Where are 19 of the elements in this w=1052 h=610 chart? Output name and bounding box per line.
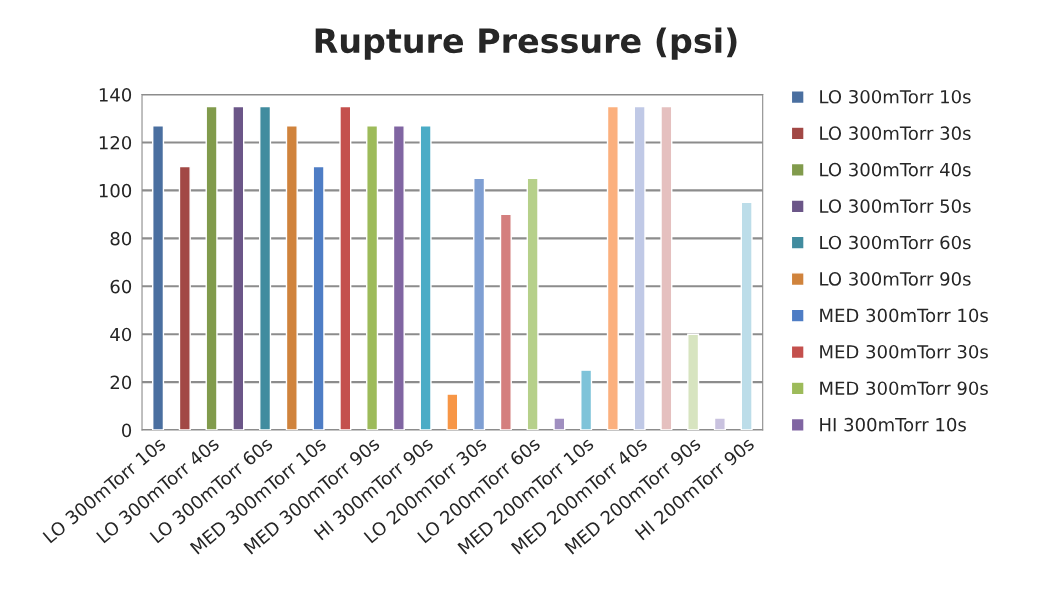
- legend-label: MED 300mTorr 10s: [820, 308, 988, 323]
- y-tick-label: 60: [110, 279, 132, 294]
- legend-label: MED 300mTorr 90s: [820, 381, 988, 396]
- y-tick-label: 100: [99, 183, 132, 198]
- legend-label: LO 300mTorr 30s: [820, 126, 971, 141]
- y-tick-label: 0: [122, 423, 132, 438]
- y-tick-label: 140: [99, 88, 132, 102]
- legend-label: LO 300mTorr 10s: [820, 89, 971, 104]
- chart-title: Rupture Pressure (psi): [315, 27, 737, 60]
- y-tick-label: 80: [110, 231, 132, 246]
- legend-label: LO 300mTorr 90s: [820, 272, 971, 286]
- legend-label: LO 300mTorr 40s: [820, 162, 971, 177]
- legend-label: HI 300mTorr 10s: [820, 417, 966, 432]
- legend-label: LO 300mTorr 60s: [820, 235, 971, 250]
- legend-label: LO 300mTorr 50s: [820, 199, 971, 213]
- legend-label: MED 300mTorr 30s: [820, 344, 988, 359]
- y-tick-label: 40: [110, 327, 132, 342]
- y-tick-label: 120: [99, 135, 132, 150]
- y-tick-label: 20: [110, 375, 132, 390]
